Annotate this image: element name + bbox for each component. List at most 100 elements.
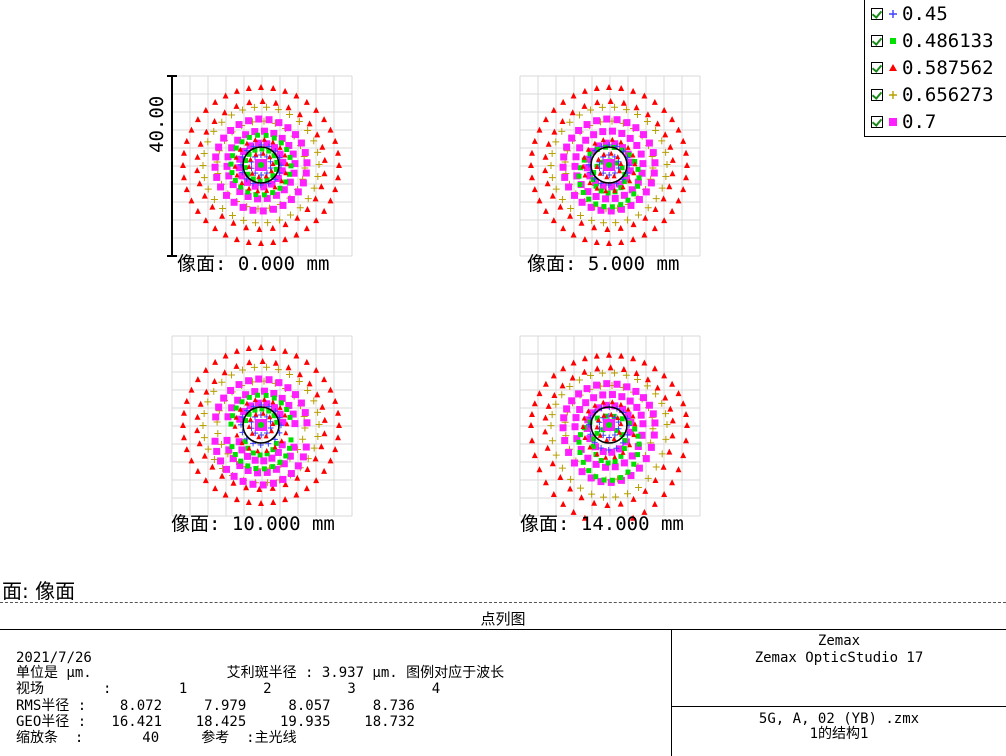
spot-point: [570, 459, 578, 467]
spot-point: [617, 500, 624, 507]
spot-point: [630, 514, 637, 521]
spot-point: [627, 442, 633, 448]
spot-point: [211, 163, 219, 171]
spot-point: [630, 413, 636, 419]
spot-point: [611, 369, 619, 377]
spot-point: [270, 447, 276, 453]
spot-point: [335, 174, 342, 181]
spot-point: [335, 434, 342, 441]
spot-point: [264, 219, 272, 227]
spot-point: [245, 344, 252, 351]
spot-point: [577, 182, 583, 188]
spot-point: [611, 402, 619, 410]
square-marker-icon: [887, 35, 899, 47]
spot-point: [310, 397, 318, 405]
spot-point: [578, 198, 586, 206]
spot-point: [577, 432, 583, 438]
legend-item[interactable]: 0.486133: [871, 30, 994, 52]
product-text: Zemax OpticStudio 17: [754, 650, 924, 666]
spot-point: [270, 499, 277, 506]
spot-point: [628, 452, 636, 460]
checkbox-icon[interactable]: [871, 62, 883, 74]
spot-point: [287, 470, 295, 478]
spot-point: [282, 412, 288, 418]
spot-point: [618, 130, 626, 138]
spot-point: [618, 185, 624, 191]
spot-point: [286, 178, 294, 186]
spot-point: [209, 463, 216, 470]
spot-point: [233, 496, 240, 503]
spot-point: [251, 219, 259, 227]
spot-point: [236, 155, 244, 163]
spot-point: [236, 188, 244, 196]
spot-point: [635, 433, 641, 439]
spot-point: [639, 160, 647, 168]
spot-point: [592, 140, 598, 146]
spot-point: [667, 405, 674, 412]
wavelength-legend: 0.45 0.486133 0.587562 0.656273 0.7: [864, 0, 1006, 137]
spot-point: [675, 390, 682, 397]
spot-point: [202, 106, 209, 113]
spot-point: [260, 457, 268, 465]
spot-point: [217, 183, 225, 191]
spot-point: [180, 149, 187, 156]
spot-point: [289, 410, 297, 418]
spot-point: [299, 179, 307, 187]
checkbox-icon[interactable]: [871, 89, 883, 101]
spot-point: [210, 387, 218, 395]
spot-point: [608, 183, 616, 191]
spot-point: [620, 99, 627, 106]
spot-point: [594, 430, 600, 436]
spot-point: [634, 110, 642, 118]
spot-point: [641, 359, 648, 366]
spot-point: [605, 446, 612, 453]
legend-label: 0.656273: [902, 84, 994, 106]
spot-point: [294, 474, 301, 481]
spot-point: [215, 403, 223, 411]
spot-point: [680, 452, 687, 459]
spot-point: [608, 150, 614, 156]
spot-point: [587, 431, 594, 438]
spot-point: [528, 162, 534, 168]
legend-item[interactable]: 0.587562: [871, 57, 994, 79]
spot-point: [319, 403, 326, 410]
spot-point: [617, 476, 625, 484]
spot-point: [631, 170, 637, 176]
checkbox-icon[interactable]: [871, 116, 883, 128]
spot-point: [559, 117, 566, 124]
spot-point: [273, 166, 279, 172]
spot-point: [651, 225, 658, 232]
spot-point: [252, 397, 258, 403]
checkbox-icon[interactable]: [871, 8, 883, 20]
legend-item[interactable]: 0.7: [871, 111, 936, 133]
spot-point: [593, 84, 600, 91]
spot-point: [638, 431, 646, 439]
spot-point: [587, 372, 595, 380]
checkbox-icon[interactable]: [871, 35, 883, 47]
spot-point: [650, 431, 658, 439]
spot-point: [279, 475, 287, 483]
spot-point: [213, 447, 221, 455]
triangle-marker-icon: [887, 62, 899, 74]
spot-point: [234, 432, 240, 438]
spot-point: [599, 182, 607, 190]
spot-point: [254, 139, 262, 147]
spot-point: [570, 92, 577, 99]
spot-point: [622, 371, 630, 379]
spot-point: [274, 159, 280, 165]
spot-point: [567, 485, 574, 492]
spot-point: [180, 422, 186, 428]
spot-point: [591, 436, 597, 442]
spot-point: [212, 153, 220, 161]
plus-marker-icon: [887, 89, 899, 101]
spot-point: [582, 435, 588, 441]
legend-item[interactable]: 0.45: [871, 3, 948, 25]
spot-point: [603, 115, 611, 123]
spot-point: [612, 219, 620, 227]
legend-item[interactable]: 0.656273: [871, 84, 994, 106]
spot-point: [222, 465, 230, 473]
spot-point: [563, 143, 571, 151]
spot-point: [558, 464, 566, 472]
spot-point: [611, 436, 617, 442]
airy-disk-circle: [242, 146, 280, 184]
